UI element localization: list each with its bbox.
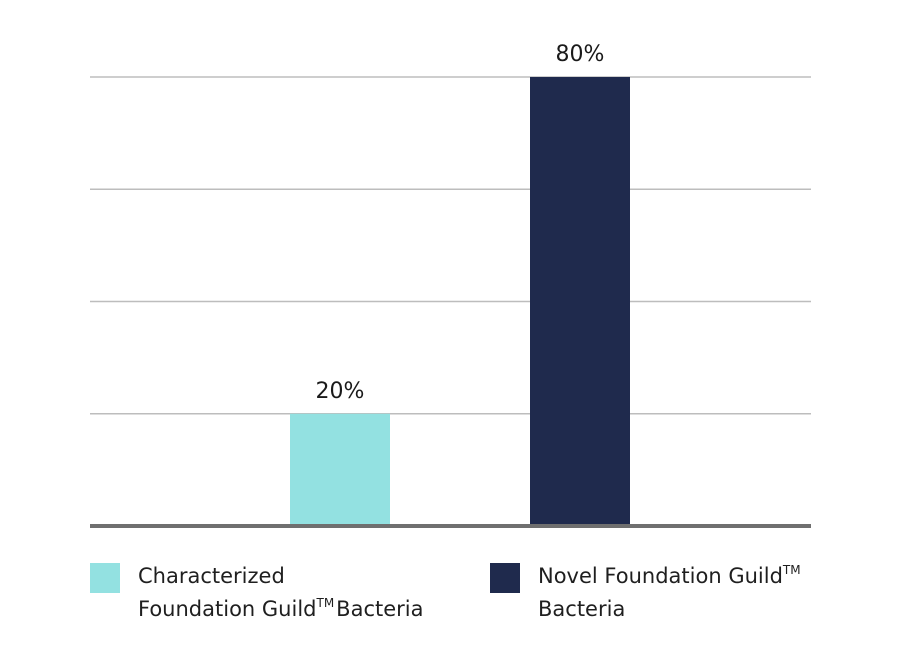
legend-item-characterized: Characterized Foundation GuildTMBacteria: [90, 560, 423, 626]
bar-chart: 20% 80%: [90, 42, 811, 528]
legend-swatch-characterized: [90, 563, 120, 593]
data-label-novel: 80%: [556, 42, 605, 67]
legend-swatch-novel: [490, 563, 520, 593]
legend-label-characterized-line1: Characterized: [138, 564, 285, 588]
legend-label-novel-line2: Bacteria: [538, 597, 626, 621]
legend-label-novel-line1: Novel Foundation GuildTM: [538, 560, 803, 593]
value-labels: 20% 80%: [316, 42, 605, 404]
gridlines: [90, 76, 811, 415]
legend-label-characterized-guild: Foundation Guild: [138, 597, 317, 621]
bar-characterized: [290, 413, 390, 526]
bar-novel: [530, 77, 630, 526]
legend-label-novel: Novel Foundation GuildTM Bacteria: [538, 560, 803, 626]
trademark-mark: TM: [782, 563, 801, 577]
legend-label-characterized-bacteria: Bacteria: [336, 597, 424, 621]
legend-label-characterized-line2: Foundation GuildTMBacteria: [138, 593, 423, 626]
trademark-mark: TM: [316, 596, 335, 610]
bars: [290, 77, 630, 526]
legend-label-novel-guild: Novel Foundation Guild: [538, 564, 783, 588]
legend: Characterized Foundation GuildTMBacteria…: [0, 560, 900, 640]
data-label-characterized: 20%: [316, 379, 365, 404]
legend-item-novel: Novel Foundation GuildTM Bacteria: [490, 560, 803, 626]
legend-label-characterized: Characterized Foundation GuildTMBacteria: [138, 560, 423, 626]
